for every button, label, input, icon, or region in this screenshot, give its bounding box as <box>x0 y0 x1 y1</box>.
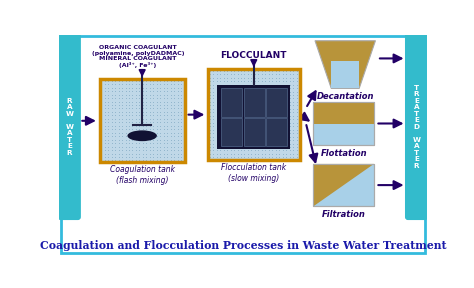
Polygon shape <box>313 164 374 206</box>
Bar <box>313 102 374 145</box>
Bar <box>266 88 287 117</box>
Text: FLOCCULANT: FLOCCULANT <box>220 51 287 60</box>
Text: T
R
E
A
T
E
D
 
W
A
T
E
R: T R E A T E D W A T E R <box>412 85 420 168</box>
Text: Filtration: Filtration <box>322 210 365 219</box>
Bar <box>100 79 185 162</box>
Bar <box>313 164 374 206</box>
Text: Coagulation and Flocculation Processes in Waste Water Treatment: Coagulation and Flocculation Processes i… <box>40 240 446 251</box>
Bar <box>244 118 264 146</box>
Bar <box>100 79 185 162</box>
Bar <box>266 118 287 146</box>
Text: Decantation: Decantation <box>317 92 374 101</box>
Bar <box>221 118 242 146</box>
Bar <box>313 164 374 206</box>
Text: Flocculation tank
(slow mixing): Flocculation tank (slow mixing) <box>221 163 286 183</box>
Bar <box>208 69 300 160</box>
Text: R
A
W
 
W
A
T
E
R: R A W W A T E R <box>65 98 73 156</box>
FancyBboxPatch shape <box>58 34 80 219</box>
Bar <box>218 85 290 149</box>
Bar <box>61 36 78 217</box>
Text: Flottation: Flottation <box>320 149 367 158</box>
Bar <box>313 102 374 145</box>
Text: ORGANIC COAGULANT
(polyamine, polyDADMAC)
MINERAL COAGULANT
(Al³⁺, Fe³⁺): ORGANIC COAGULANT (polyamine, polyDADMAC… <box>91 45 184 69</box>
Bar <box>208 69 300 160</box>
Polygon shape <box>331 61 359 88</box>
Polygon shape <box>315 41 375 88</box>
Bar <box>244 88 264 117</box>
Ellipse shape <box>128 130 157 141</box>
Bar <box>221 88 242 117</box>
FancyBboxPatch shape <box>406 34 428 219</box>
Bar <box>313 102 374 124</box>
Text: Coagulation tank
(flash mixing): Coagulation tank (flash mixing) <box>109 166 175 185</box>
